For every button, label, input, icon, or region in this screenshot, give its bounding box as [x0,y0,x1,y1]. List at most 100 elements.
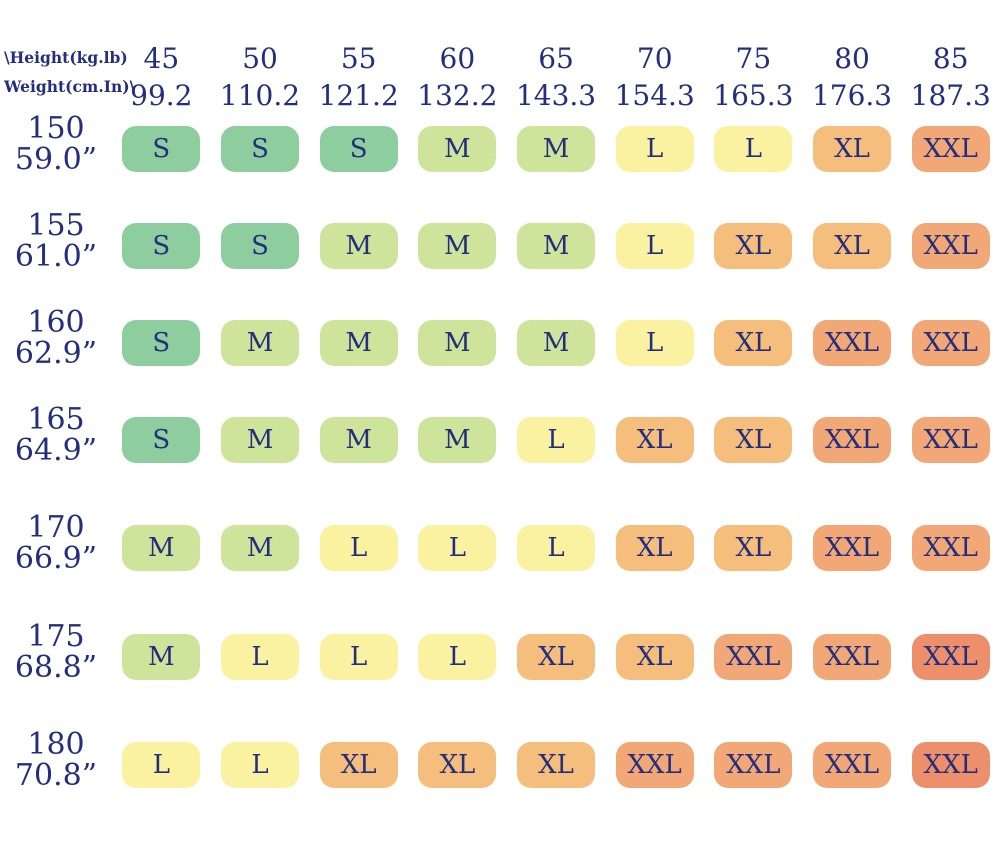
column-header-lb: 143.3 [515,79,597,112]
column-header-kg: 80 [834,42,870,75]
size-label: XL [735,328,772,358]
size-cell-slot: L [211,634,310,742]
size-cell: XXL [813,525,892,571]
size-cell-slot: M [112,634,211,742]
size-cell: XXL [714,742,793,788]
size-cell: L [418,525,497,571]
size-cell: XXL [911,126,990,172]
size-cell-slot: S [211,126,310,223]
size-cell: L [714,126,793,172]
table-row: 150 59.0” S S S M M L L XL XXL [0,113,1000,223]
row-label: 170 66.9” [0,512,112,634]
size-cell-slot: XL [605,417,704,525]
size-cell-slot: XL [605,525,704,634]
column-header: 85 187.3 [901,0,1000,126]
table-row: 170 66.9” M M L L L XL XL XXL XXL [0,512,1000,634]
size-label: XXL [726,642,781,672]
size-label: L [646,134,664,164]
column-header-lb: 121.2 [318,79,399,112]
column-header: 45 99.2 [112,0,211,126]
size-cell-slot: L [507,417,606,525]
column-header: 70 154.3 [605,0,704,126]
size-label: L [646,328,664,358]
size-cell: L [122,742,201,788]
size-cell-slot: S [211,223,310,320]
size-cell-slot: M [507,126,606,223]
row-label-cm: 180 [27,727,85,762]
size-cell: XL [714,320,793,366]
size-label: XXL [923,425,978,455]
row-label-inch: 64.9” [14,433,98,468]
axis-label-height: \Height(kg.lb) [4,48,128,67]
size-label: XXL [824,642,880,672]
table-row: 165 64.9” S M M M L XL XL XXL XXL [0,404,1000,525]
size-label: XXL [923,231,978,261]
size-cell: M [319,320,398,366]
column-header-kg: 60 [439,42,476,75]
size-label: XL [735,533,772,563]
size-label: L [448,642,466,672]
size-cell: L [615,223,694,269]
size-cell: S [221,223,299,269]
size-cell-slot: L [605,223,704,320]
size-cell: M [517,320,596,366]
size-cell-slot: M [112,525,211,634]
size-cell: XXL [813,634,892,680]
size-label: M [345,231,372,261]
size-label: S [152,134,171,164]
size-label: L [350,642,368,672]
size-cell: XL [418,742,497,788]
column-header-lb: 165.3 [713,79,794,112]
size-label: XL [636,425,673,455]
size-cell-slot: XL [704,223,803,320]
axis-label-weight: Weight(cm.In)\ [4,77,136,96]
size-cell-slot: XXL [803,417,902,525]
column-header: 50 110.2 [211,0,310,126]
size-cell: L [221,742,299,788]
size-label: M [246,328,274,358]
size-cell-slot: XL [704,320,803,417]
row-label-inch: 66.9” [14,541,98,576]
size-cell-slot: XL [507,742,606,844]
size-label: XXL [824,425,880,455]
size-cell-slot: S [112,126,211,223]
size-label: L [152,750,170,780]
column-header-kg: 75 [735,42,772,75]
size-cell: M [221,417,299,463]
row-label-cm: 150 [27,111,85,146]
size-cell-slot: XXL [901,417,1000,525]
size-cell: L [319,525,398,571]
size-cell-slot: XL [309,742,408,844]
size-cell-slot: XL [408,742,507,844]
column-header-lb: 132.2 [417,79,498,112]
table-row: 155 61.0” S S M M M L XL XL XXL [0,210,1000,320]
size-cell-slot: XXL [803,525,902,634]
size-cell: L [517,525,596,571]
size-cell-slot: L [309,525,408,634]
row-label-inch: 61.0” [14,239,98,274]
size-cell-slot: XXL [605,742,704,844]
size-cell-slot: L [507,525,606,634]
row-label: 160 62.9” [0,307,112,417]
size-cell-slot: L [211,742,310,844]
size-cell-slot: XXL [803,634,902,742]
size-cell-slot: L [309,634,408,742]
size-cell-slot: XL [803,223,902,320]
size-label: XL [340,750,377,780]
column-header: 75 165.3 [704,0,803,126]
column-header: 65 143.3 [507,0,606,126]
size-cell: M [418,320,497,366]
size-label: M [542,134,570,164]
size-cell: XL [714,417,793,463]
size-cell-slot: M [507,223,606,320]
row-label: 155 61.0” [0,210,112,320]
row-label-inch: 70.8” [14,758,98,793]
size-cell: M [517,223,596,269]
size-cell-slot: S [112,417,211,525]
size-cell: XL [813,126,892,172]
size-label: L [251,750,269,780]
size-cell-slot: M [408,223,507,320]
size-cell: XXL [813,742,892,788]
size-cell-slot: XL [704,417,803,525]
